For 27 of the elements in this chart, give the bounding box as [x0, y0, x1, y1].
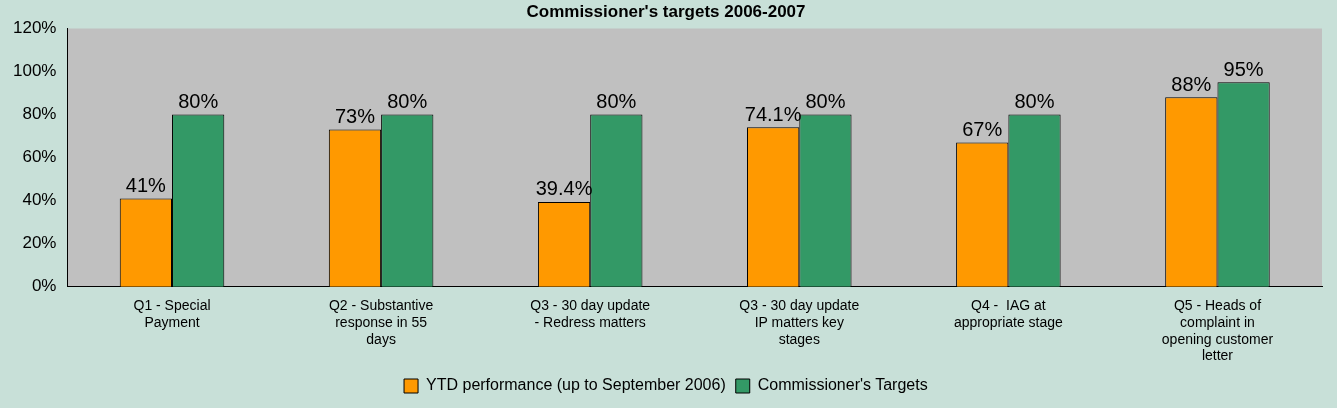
- data-label: 80%: [805, 90, 846, 113]
- x-tick-label: Q5 - Heads of complaint in opening customer letter: [1161, 297, 1274, 364]
- y-tick-label: 80%: [22, 104, 57, 124]
- y-tick-label: 60%: [22, 147, 57, 167]
- x-tick-label: Q3 - 30 day update IP matters key stages: [739, 297, 860, 347]
- y-tick-label: 0%: [31, 276, 57, 296]
- data-label: 80%: [178, 90, 219, 113]
- y-tick-label: 40%: [22, 190, 57, 210]
- data-label: 74.1%: [744, 102, 802, 125]
- data-label: 80%: [1014, 90, 1055, 113]
- data-label: 73%: [334, 105, 376, 128]
- x-tick-label: Q4 - IAG at appropriate stage: [953, 297, 1064, 330]
- data-label: 88%: [1171, 72, 1212, 95]
- x-tick-label: Q1 - Special Payment: [133, 297, 211, 330]
- data-label: 80%: [387, 90, 428, 113]
- data-label: 41%: [125, 174, 167, 197]
- legend-label: YTD performance (up to September 2006): [426, 376, 726, 394]
- data-label: 80%: [596, 90, 637, 113]
- data-label: 95%: [1223, 57, 1264, 80]
- y-tick-label: 20%: [22, 233, 57, 253]
- data-label: 67%: [962, 118, 1003, 141]
- y-tick-label: 100%: [13, 61, 57, 81]
- y-tick-label: 120%: [13, 18, 57, 38]
- x-tick-label: Q3 - 30 day update - Redress matters: [530, 297, 651, 330]
- chart-title: Commissioner's targets 2006-2007: [526, 1, 806, 21]
- x-tick-label: Q2 - Substantive response in 55 days: [328, 297, 434, 347]
- legend-label: Commissioner's Targets: [757, 376, 928, 394]
